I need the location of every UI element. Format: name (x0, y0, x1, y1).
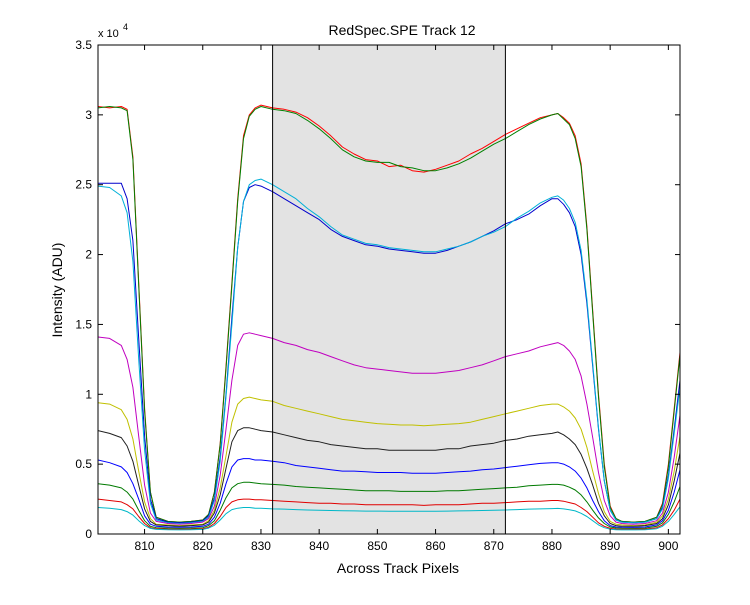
x-tick-label: 840 (309, 539, 329, 553)
y-tick-label: 3 (85, 108, 92, 122)
x-tick-label: 870 (484, 539, 504, 553)
y-axis-label: Intensity (ADU) (49, 243, 65, 338)
y-tick-label: 1.5 (75, 317, 92, 331)
series-line-9 (98, 481, 680, 529)
y-tick-label: 2 (85, 248, 92, 262)
y-tick-label: 0.5 (75, 457, 92, 471)
series-line-6 (98, 396, 680, 527)
y-tick-label: 0 (85, 527, 92, 541)
y-axis-multiplier-exponent: 4 (123, 22, 128, 32)
chart-title: RedSpec.SPE Track 12 (328, 22, 475, 38)
x-tick-label: 890 (600, 539, 620, 553)
x-axis-label: Across Track Pixels (337, 560, 459, 576)
x-tick-label: 860 (426, 539, 446, 553)
series-line-7 (98, 427, 680, 527)
y-tick-label: 3.5 (75, 38, 92, 52)
x-tick-label: 900 (658, 539, 678, 553)
plot-frame (97, 44, 681, 535)
y-tick-label: 1 (85, 387, 92, 401)
series-line-8 (98, 458, 680, 528)
y-tick-label: 2.5 (75, 178, 92, 192)
series-line-11 (98, 506, 680, 531)
x-tick-label: 820 (193, 539, 213, 553)
series-line-4 (98, 178, 680, 524)
series-line-2 (98, 106, 680, 523)
x-tick-label: 880 (542, 539, 562, 553)
shaded-region (272, 45, 506, 534)
x-tick-label: 850 (367, 539, 387, 553)
series-line-5 (98, 332, 680, 525)
y-axis-multiplier: x 10 (98, 28, 119, 40)
x-tick-label: 830 (251, 539, 271, 553)
x-tick-label: 810 (135, 539, 155, 553)
series-line-10 (98, 498, 680, 530)
